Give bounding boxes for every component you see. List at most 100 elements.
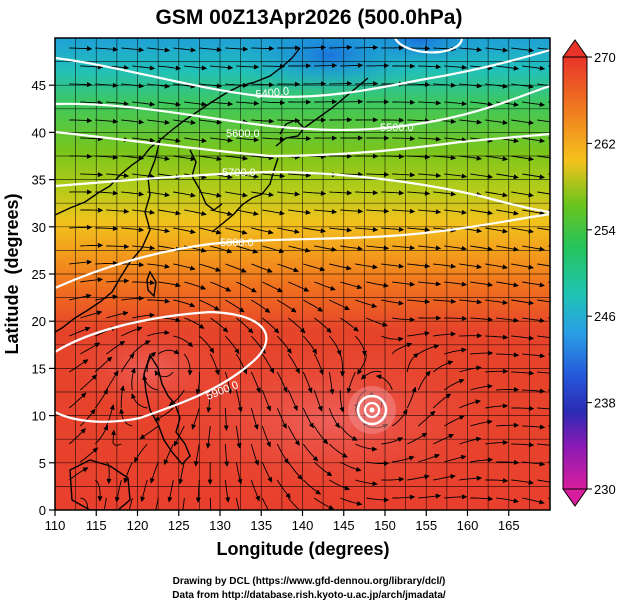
y-axis-ticks: 0 5 10 15 20 25 30 35 40 45	[32, 78, 55, 518]
streamline-arrow	[334, 422, 340, 429]
streamline-arrow	[253, 100, 260, 106]
streamline-arrow	[346, 387, 352, 394]
colorbar-top-arrow	[562, 39, 588, 58]
streamline-arrow	[153, 515, 157, 520]
y-tick-label: 15	[32, 361, 46, 376]
streamline-arrow	[450, 118, 457, 124]
streamline-arrow	[487, 419, 493, 425]
streamline-arrow	[329, 389, 335, 395]
streamline-arrow	[383, 245, 390, 251]
streamline-arrow	[86, 293, 92, 299]
streamline-arrow	[266, 267, 273, 273]
streamline-arrow	[421, 432, 428, 438]
streamline-arrow	[433, 344, 440, 350]
streamline-arrow	[201, 210, 207, 216]
streamline-arrow	[435, 136, 442, 142]
streamline-arrow	[528, 228, 534, 234]
x-tick-label: 160	[457, 518, 479, 533]
streamline-arrow	[190, 47, 197, 53]
streamline-arrow	[150, 351, 157, 358]
streamline-arrow	[216, 46, 223, 53]
streamline-arrow	[253, 64, 260, 70]
streamline-arrow	[264, 307, 271, 313]
streamline-arrow	[513, 210, 519, 216]
streamline-arrow	[476, 83, 483, 89]
streamline-arrow	[487, 173, 494, 180]
streamline-arrow	[398, 45, 405, 51]
streamline-arrow	[215, 229, 222, 235]
streamline-arrow	[112, 294, 118, 300]
streamline-arrow	[357, 368, 363, 375]
streamline-arrow	[528, 479, 535, 485]
streamline-arrow	[398, 190, 405, 196]
streamline	[537, 371, 550, 374]
streamline-arrow	[424, 474, 430, 480]
streamline-arrow	[312, 455, 319, 462]
streamline-arrow	[383, 135, 390, 141]
streamline-arrow	[164, 83, 171, 89]
colorbar-tick-label: 230	[594, 482, 616, 497]
streamline-arrow	[320, 190, 327, 196]
streamline-arrow	[213, 305, 220, 311]
streamline-arrow	[138, 119, 145, 125]
height-contours	[55, 38, 550, 423]
x-tick-label: 150	[374, 518, 396, 533]
streamline-arrow	[435, 209, 442, 215]
streamline-arrow	[372, 117, 379, 123]
streamline-arrow	[487, 246, 493, 252]
streamline-arrow	[286, 348, 292, 354]
streamline-arrow	[97, 172, 104, 178]
colorbar-tick-label: 246	[594, 309, 616, 324]
streamline-arrow	[163, 459, 169, 466]
streamline-arrow	[187, 370, 193, 376]
streamline-arrow	[476, 264, 483, 270]
coast-korea	[189, 149, 223, 211]
x-tick-label: 115	[86, 518, 107, 533]
streamline-arrow	[138, 295, 145, 301]
streamline-arrow	[253, 210, 259, 216]
streamline-arrow	[355, 466, 362, 472]
streamline-arrow	[475, 399, 482, 405]
streamline-arrow	[409, 245, 416, 251]
streamline-arrow	[178, 478, 184, 485]
streamline-arrow	[450, 298, 457, 304]
colorbar: 270 262 254 246 238 230	[562, 39, 616, 507]
streamline-arrow	[164, 192, 171, 198]
streamline-arrow	[411, 386, 417, 393]
streamline	[261, 497, 269, 510]
streamline-arrow	[555, 265, 560, 269]
streamline-arrow	[528, 264, 534, 270]
streamline-arrow	[174, 440, 179, 447]
streamline-arrow	[236, 442, 242, 449]
streamline-arrow	[123, 278, 130, 284]
streamline-arrow	[528, 405, 535, 411]
streamline-arrow	[513, 246, 519, 252]
streamline-arrow	[106, 356, 113, 363]
streamline-arrow	[461, 281, 468, 287]
streamline-arrow	[187, 341, 194, 348]
streamline-arrow	[344, 485, 351, 491]
streamline-arrow	[326, 327, 332, 334]
streamline-arrow	[242, 46, 249, 52]
streamline	[537, 227, 550, 231]
streamline-arrow	[398, 226, 405, 232]
streamline-arrow	[371, 303, 378, 309]
credit-drawing: Drawing by DCL (https://www.gfd-dennou.o…	[173, 576, 446, 587]
streamline-arrow	[253, 424, 259, 431]
streamline-arrow	[502, 368, 509, 374]
streamline-arrow	[409, 281, 416, 287]
coast-japan-honshu	[211, 157, 279, 233]
streamline-arrow	[297, 474, 303, 480]
streamline-arrow	[97, 496, 103, 502]
streamline-arrow	[200, 284, 207, 290]
streamline-arrow	[278, 248, 285, 254]
streamline-arrow	[195, 497, 201, 503]
streamline-arrow	[238, 307, 245, 313]
streamline-arrow	[110, 429, 117, 436]
cyclone-center	[348, 386, 396, 434]
streamline-arrow	[222, 326, 229, 333]
streamline-arrow	[320, 45, 327, 51]
streamline-arrow	[191, 423, 197, 430]
streamline-arrow	[279, 210, 285, 216]
streamline-arrow	[247, 327, 254, 334]
